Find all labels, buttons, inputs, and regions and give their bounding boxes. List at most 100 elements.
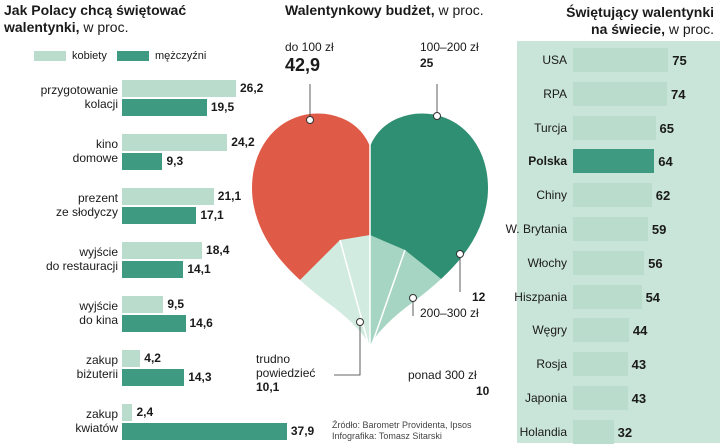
value-label-female: 26,2	[239, 81, 264, 95]
value-label-male: 19,5	[210, 100, 235, 114]
slice-200-300-value: 12	[472, 290, 486, 304]
right-chart-title: Świętujący walentynki na świecie, w proc…	[546, 4, 714, 38]
country-label: Holandia	[519, 424, 567, 439]
country-bar	[573, 419, 614, 444]
budget-heart-chart	[251, 84, 489, 376]
country-label: Hiszpania	[514, 289, 567, 304]
country-value: 56	[648, 255, 663, 271]
bar-female	[122, 188, 214, 205]
bar-male	[122, 153, 163, 170]
slice-trudno-label-2: powiedzieć	[256, 366, 316, 380]
slice-100-200-value: 25	[420, 56, 434, 70]
slice-ponad-300-b	[370, 235, 405, 347]
category-label-line: kolacji	[84, 97, 118, 111]
category-label: zakup biżuterii	[77, 353, 118, 381]
legend-male-swatch	[117, 51, 149, 61]
country-value: 59	[651, 222, 667, 237]
left-chart-title: Jak Polacy chcą świętować walentynki, w …	[4, 2, 186, 36]
category-label-line: kino	[95, 137, 118, 151]
category-label-line: do restauracji	[45, 259, 118, 273]
value-label-male: 14,1	[187, 262, 211, 276]
bar-male	[122, 423, 287, 440]
country-value: 32	[617, 424, 633, 440]
category-label: wyjście do restauracji	[46, 245, 118, 273]
category-label-line: wyjście	[79, 299, 118, 313]
country-label: Chiny	[536, 188, 567, 203]
country-bar	[573, 284, 642, 309]
country-value: 65	[659, 120, 675, 136]
country-bar	[573, 115, 656, 140]
right-title-line1: Świętujący walentynki	[566, 4, 714, 20]
heart-outline	[251, 112, 489, 347]
country-value: 43	[631, 391, 647, 406]
left-title-line2: walentynki,	[4, 19, 80, 35]
country-bar	[573, 217, 648, 241]
center-title-unit: w proc.	[434, 2, 484, 18]
country-value: 54	[645, 289, 661, 305]
bar-male	[122, 207, 197, 224]
slice-200-300-label: 200–300 zł	[420, 306, 479, 320]
country-bar	[573, 183, 652, 208]
left-title-unit: w proc.	[79, 19, 129, 35]
value-label-male: 14,6	[189, 316, 213, 330]
value-label-male: 14,3	[188, 370, 212, 384]
slice-100-200-label: 100–200 zł	[420, 40, 479, 54]
category-label-line: domowe	[72, 151, 118, 165]
country-value: 74	[670, 86, 686, 102]
category-label: zakup kwiatów	[75, 407, 118, 435]
country-label: Japonia	[524, 391, 567, 405]
country-label: Rosja	[536, 357, 567, 372]
category-label-line: do kina	[79, 313, 118, 327]
bar-male	[122, 315, 186, 332]
source-line2: Infografika: Tomasz Sitarski	[332, 431, 442, 441]
slice-label-trudno: trudno powiedzieć 10,1	[256, 352, 315, 394]
category-label-line: ze słodyczy	[55, 205, 118, 219]
bar-female	[122, 242, 203, 259]
country-label: USA	[542, 53, 567, 67]
bar-male	[122, 261, 184, 278]
leader-markers	[306, 112, 464, 326]
country-bar-highlight	[573, 149, 655, 174]
value-label-female: 4,2	[144, 351, 161, 365]
category-label-line: prezent	[77, 191, 118, 205]
category-label: wyjście do kina	[79, 299, 118, 327]
bar-male	[122, 99, 207, 116]
legend-male: mężczyźni	[117, 50, 206, 62]
bar-male	[122, 369, 185, 386]
category-label-line: biżuterii	[76, 367, 118, 381]
slice-label-do-100: do 100 zł 42,9	[285, 40, 334, 76]
bar-female	[122, 404, 133, 421]
left-bar-chart: przygotowanie kolacji 26,2 19,5 kino domowe 24…	[0, 0, 314, 443]
country-value: 43	[631, 357, 647, 373]
value-label-female: 24,2	[231, 135, 255, 149]
slice-trudno-value: 10,1	[256, 380, 280, 394]
legend-female-swatch	[34, 51, 66, 61]
center-chart-title: Walentynkowy budżet, w proc.	[285, 2, 484, 19]
country-label: Polska	[528, 154, 567, 169]
country-label: Turcja	[534, 120, 567, 135]
category-label-line: zakup	[85, 353, 118, 367]
center-title-text: Walentynkowy budżet,	[285, 2, 435, 18]
legend-female-label: kobiety	[72, 50, 107, 62]
value-label-female: 21,1	[217, 189, 242, 203]
country-bar	[573, 352, 628, 377]
source-note: Źródło: Barometr Providenta, Ipsos Infog…	[332, 420, 472, 442]
bar-female	[122, 296, 164, 313]
country-bar	[573, 81, 667, 106]
slice-ponad-300-label: ponad 300 zł	[408, 368, 477, 382]
country-bar	[573, 386, 628, 410]
slice-ponad-300-value: 10	[476, 384, 490, 398]
value-label-male: 17,1	[200, 208, 224, 222]
country-label: RPA	[543, 86, 567, 101]
left-title-line1: Jak Polacy chcą świętować	[4, 2, 187, 18]
slice-do-100-label: do 100 zł	[285, 40, 334, 54]
slice-label-100-200: 100–200 zł 25	[420, 40, 479, 70]
slice-label-ponad-300: ponad 300 zł 10	[408, 368, 489, 398]
country-value: 75	[672, 53, 687, 68]
category-label: przygotowanie kolacji	[41, 83, 118, 111]
category-label-line: kwiatów	[75, 421, 118, 435]
country-bar	[573, 318, 629, 343]
value-label-male: 9,3	[166, 154, 184, 168]
country-value: 64	[658, 154, 673, 170]
